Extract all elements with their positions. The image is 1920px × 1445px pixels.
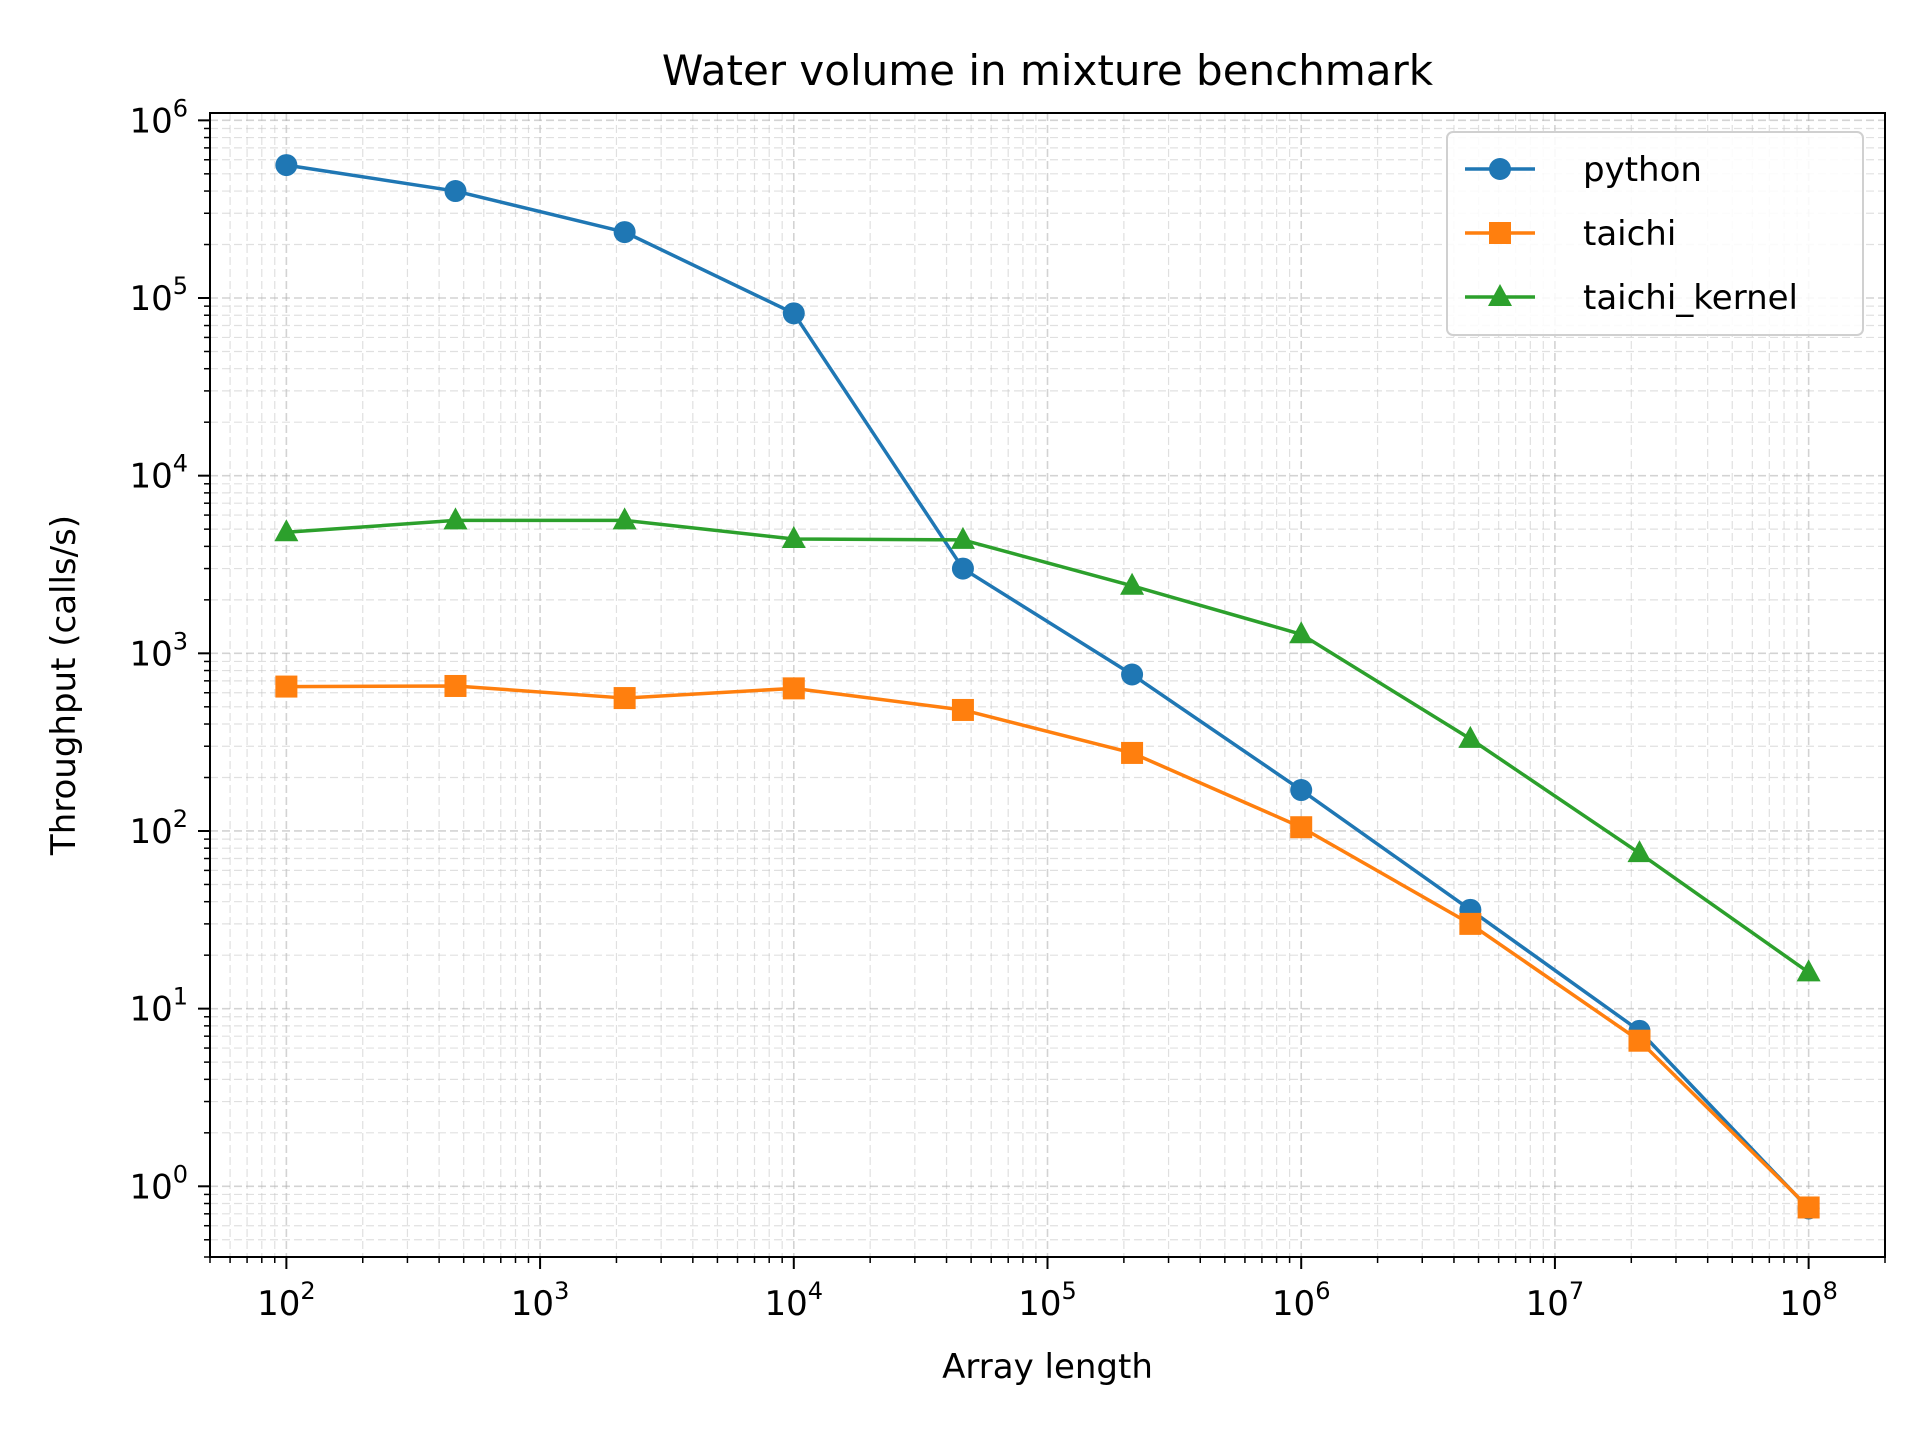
y-axis-label: Throughput (calls/s) (44, 515, 84, 856)
ticks: 102 103 104 105 106 107 108 100 101 102 103 104 105 1… (129, 94, 1886, 1324)
series-layer (274, 154, 1821, 1220)
data-point-python (613, 221, 636, 244)
legend-marker (1489, 158, 1511, 180)
legend-entry-taichi: taichi (1465, 214, 1676, 254)
legend-entry-taichi_kernel: taichi_kernel (1465, 278, 1798, 318)
x-tick-label: 107 (1526, 1277, 1585, 1324)
x-tick-label: 102 (257, 1277, 316, 1324)
data-point-taichi_kernel (443, 507, 468, 530)
legend-label: taichi_kernel (1583, 278, 1798, 318)
data-point-taichi_kernel (1458, 725, 1483, 748)
data-point-python (951, 557, 974, 580)
data-point-taichi_kernel (1796, 959, 1821, 982)
data-point-python (1290, 779, 1313, 802)
x-tick-label: 106 (1272, 1277, 1331, 1324)
legend: python taichi taichi_kernel (1446, 131, 1864, 336)
data-point-taichi (1628, 1029, 1651, 1052)
data-point-taichi (951, 698, 974, 721)
data-point-taichi_kernel (1627, 840, 1652, 863)
data-point-python (1121, 663, 1144, 686)
series-taichi_kernel (274, 507, 1821, 982)
data-point-taichi (613, 687, 636, 710)
data-point-taichi (444, 674, 467, 697)
legend-label: python (1583, 150, 1702, 190)
data-point-taichi (1459, 912, 1482, 935)
legend-entry-python: python (1465, 150, 1702, 190)
legend-marker (1489, 222, 1511, 244)
y-tick-label: 102 (129, 805, 188, 852)
x-tick-label: 108 (1779, 1277, 1838, 1324)
legend-label: taichi (1583, 214, 1676, 254)
data-point-taichi_kernel (612, 507, 637, 530)
y-tick-label: 104 (129, 450, 188, 497)
data-point-taichi_kernel (1120, 572, 1145, 595)
data-point-taichi (1290, 816, 1313, 839)
y-tick-label: 100 (129, 1160, 188, 1207)
data-point-taichi_kernel (781, 526, 806, 549)
x-tick-label: 104 (765, 1277, 824, 1324)
data-point-python (444, 180, 467, 203)
series-line-taichi (286, 684, 1810, 1209)
data-point-taichi_kernel (274, 519, 299, 542)
x-tick-label: 103 (511, 1277, 570, 1324)
legend-box (1446, 131, 1864, 336)
data-point-taichi (1121, 741, 1144, 764)
data-point-taichi (782, 677, 805, 700)
series-taichi (275, 674, 1820, 1219)
chart-title: Water volume in mixture benchmark (662, 46, 1434, 95)
y-tick-label: 101 (129, 983, 188, 1030)
series-line-python (286, 163, 1810, 1210)
y-tick-label: 103 (129, 627, 188, 674)
data-point-taichi (275, 675, 298, 698)
series-line-taichi_kernel (286, 518, 1810, 974)
data-point-taichi_kernel (1289, 621, 1314, 644)
data-point-taichi (1797, 1196, 1820, 1219)
y-tick-label: 105 (129, 272, 188, 319)
data-point-taichi_kernel (950, 526, 975, 549)
x-axis-label: Array length (942, 1347, 1153, 1387)
data-point-python (275, 154, 298, 177)
data-point-python (782, 302, 805, 325)
x-tick-label: 105 (1018, 1277, 1077, 1324)
y-tick-label: 106 (129, 94, 188, 141)
legend-marker (1488, 284, 1512, 306)
